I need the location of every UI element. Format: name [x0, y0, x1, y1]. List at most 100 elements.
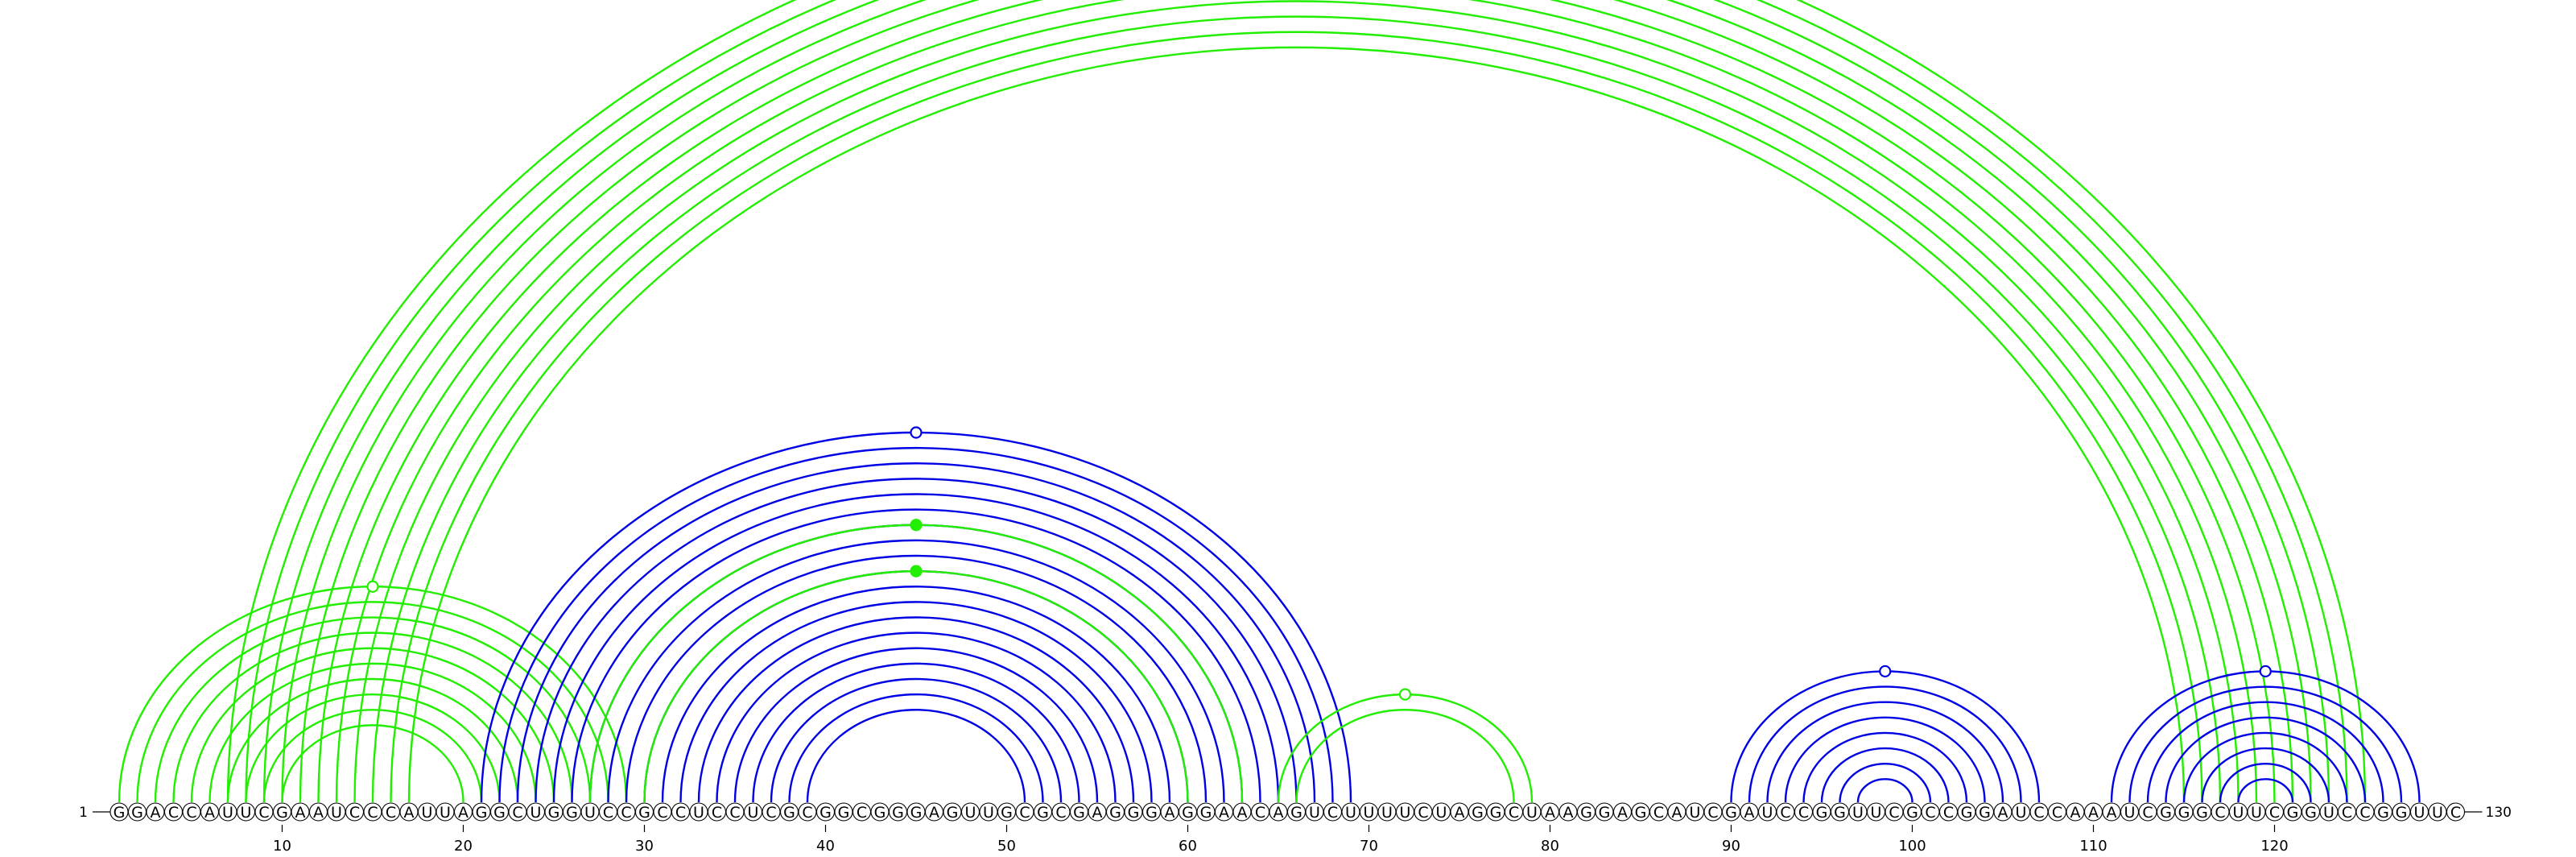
- nucleotide-letter: U: [693, 804, 704, 822]
- nucleotide-letter: U: [1309, 804, 1320, 822]
- nucleotide: G: [815, 802, 836, 822]
- nucleotide: G: [1576, 802, 1596, 822]
- nucleotide-letter: C: [2269, 804, 2280, 822]
- nucleotide: G: [634, 802, 654, 822]
- nucleotide-circle: [2446, 802, 2466, 822]
- arc-blue-2-11: [679, 601, 1153, 803]
- arc-green-0-5: [317, 0, 2276, 803]
- arc-apex-marker-6: [1879, 664, 1892, 678]
- nucleotide: G: [1468, 802, 1488, 822]
- nucleotide-letter: C: [1925, 804, 1935, 822]
- nucleotide-letter: G: [1816, 804, 1828, 822]
- arc-blue-2-18: [806, 709, 1026, 803]
- tick-label: 70: [1360, 838, 1378, 855]
- nucleotide: U: [327, 802, 346, 822]
- arc-green-1-3: [172, 631, 573, 803]
- nucleotide: C: [1051, 802, 1071, 822]
- nucleotide-letter: G: [1725, 804, 1737, 822]
- nucleotide-letter: G: [1979, 804, 1991, 822]
- nucleotide-letter: A: [1455, 804, 1465, 822]
- nucleotide: C: [707, 802, 727, 822]
- nucleotide-letter: C: [1509, 804, 1519, 822]
- nucleotide: G: [1141, 802, 1162, 822]
- arc-blue-2-5: [571, 508, 1261, 803]
- nucleotide-letter: U: [584, 804, 596, 822]
- nucleotide: G: [834, 802, 853, 822]
- nucleotide: G: [1957, 802, 1976, 822]
- nucleotide-letter: A: [1744, 804, 1755, 822]
- nucleotide: C: [1938, 802, 1959, 822]
- nucleotide: C: [2264, 802, 2285, 822]
- arc-blue-6-4: [1802, 731, 1968, 803]
- nucleotide: C: [163, 802, 184, 822]
- nucleotide-letter: C: [1653, 804, 1664, 822]
- tick-label: 80: [1541, 838, 1559, 855]
- nucleotide-letter: C: [1327, 804, 1338, 822]
- nucleotide: U: [1522, 802, 1542, 822]
- nucleotide-letter: G: [1037, 804, 1049, 822]
- nucleotide-letter: U: [1345, 804, 1356, 822]
- tick-label: 90: [1722, 838, 1740, 855]
- nucleotide: U: [2247, 802, 2266, 822]
- nucleotide: G: [1105, 802, 1125, 822]
- nucleotide: G: [2373, 802, 2393, 822]
- nucleotide-letter: G: [1961, 804, 1973, 822]
- nucleotide-letter: G: [131, 804, 143, 822]
- nucleotide: C: [2355, 802, 2375, 822]
- nucleotide-letter: A: [2070, 804, 2081, 822]
- nucleotide-letter: A: [929, 804, 939, 822]
- tick-axis: 10 20 30 40 50 60 70 80 90 100 110 120: [273, 825, 2289, 855]
- nucleotide-letter: C: [1418, 804, 1428, 822]
- nucleotide-letter: A: [204, 804, 215, 822]
- nucleotide: G: [1196, 802, 1216, 822]
- nucleotide: U: [1341, 802, 1360, 822]
- nucleotide: C: [508, 802, 527, 822]
- nucleotide: U: [2319, 802, 2339, 822]
- nucleotide: G: [1124, 802, 1143, 822]
- nucleotide-letter: G: [1146, 804, 1158, 822]
- nucleotide: G: [1902, 802, 1922, 822]
- nucleotide: A: [453, 802, 473, 822]
- nucleotide-letter: U: [222, 804, 233, 822]
- nucleotide: G: [1033, 802, 1053, 822]
- nucleotide: G: [2301, 802, 2321, 822]
- arc-green-0-7: [353, 0, 2240, 803]
- nucleotide-letter: C: [2450, 804, 2461, 822]
- nucleotide-letter: C: [712, 804, 722, 822]
- nucleotide-letter: C: [857, 804, 867, 822]
- nucleotide-letter: G: [2396, 804, 2408, 822]
- nucleotide-letter: A: [2107, 804, 2117, 822]
- arc-blue-6-6: [1839, 763, 1932, 803]
- nucleotide-letter: U: [2251, 804, 2262, 822]
- nucleotide-letter: A: [1617, 804, 1628, 822]
- arcs-layer: [118, 0, 2421, 803]
- tick-label: 120: [2260, 838, 2288, 855]
- nucleotide-letter: U: [1852, 804, 1864, 822]
- nucleotide: U: [1685, 802, 1705, 822]
- arc-blue-6-1: [1748, 685, 2022, 803]
- nucleotide: C: [725, 802, 745, 822]
- nucleotide-letter: A: [1545, 804, 1555, 822]
- arc-blue-6-2: [1766, 701, 2004, 803]
- nucleotide-letter: C: [1019, 804, 1030, 822]
- nucleotide: A: [1993, 802, 2013, 822]
- arc-blue-2-2: [516, 462, 1316, 803]
- nucleotide: C: [1250, 802, 1270, 822]
- nucleotide: A: [1269, 802, 1288, 822]
- nucleotide: G: [888, 802, 908, 822]
- nucleotide: U: [1866, 802, 1886, 822]
- arc-green-1-4: [190, 647, 555, 803]
- nucleotide-letter: A: [151, 804, 161, 822]
- nucleotide-letter: U: [1762, 804, 1773, 822]
- tick-label: 10: [273, 838, 291, 855]
- nucleotide-letter: C: [1943, 804, 1954, 822]
- nucleotide: C: [1323, 802, 1343, 822]
- nucleotide: G: [1812, 802, 1831, 822]
- arc-blue-2-12: [697, 616, 1135, 803]
- nucleotide-letter: A: [458, 804, 469, 822]
- nucleotide: G: [489, 802, 510, 822]
- nucleotide-letter: U: [983, 804, 994, 822]
- nucleotide: A: [1088, 802, 1107, 822]
- nucleotide: G: [2174, 802, 2194, 822]
- nucleotide-letter: A: [2088, 804, 2099, 822]
